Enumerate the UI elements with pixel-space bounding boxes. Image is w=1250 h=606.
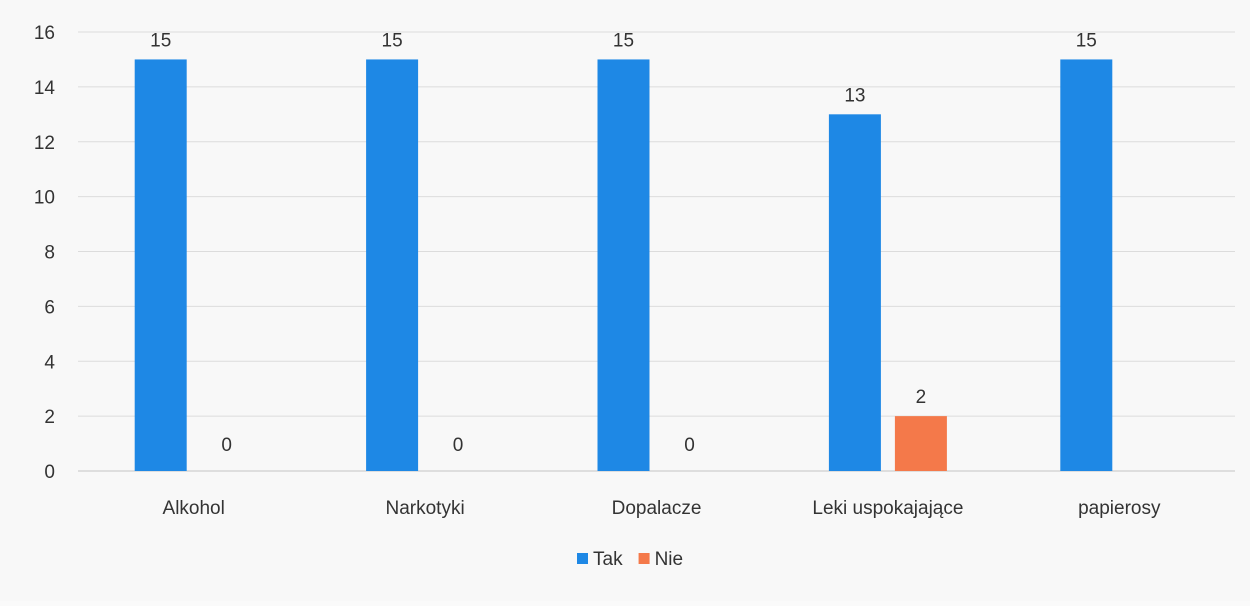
bars [134,59,1113,471]
data-label-tak-3: 13 [844,85,865,106]
bar-tak-4 [1060,59,1113,471]
gridlines [78,31,1235,472]
y-tick-label: 16 [34,23,55,44]
legend-swatch-tak [577,553,588,564]
x-category-label: Dopalacze [612,498,702,519]
data-label-tak-4: 15 [1076,30,1097,51]
x-category-label: Narkotyki [386,498,465,519]
y-tick-label: 10 [34,188,55,209]
data-label-nie-2: 0 [684,435,695,456]
data-label-nie-1: 0 [453,435,464,456]
bar-tak-1 [366,59,419,471]
bar-tak-2 [597,59,650,471]
x-axis-categories: Alkohol Narkotyki Dopalacze Leki uspokajają… [163,498,1161,519]
legend-swatch-nie [638,553,650,564]
data-labels: 15 0 15 0 15 0 13 2 15 [150,30,1097,456]
bar-tak-3 [828,114,881,471]
data-label-tak-1: 15 [382,30,403,51]
y-tick-label: 12 [34,133,55,154]
y-tick-label: 0 [44,462,55,483]
data-label-nie-3: 2 [916,387,927,408]
x-category-label: papierosy [1078,498,1161,519]
bar-tak-0 [134,59,187,471]
legend: Tak Nie [577,549,683,570]
y-tick-label: 6 [44,297,55,318]
y-tick-label: 2 [44,407,55,428]
data-label-nie-0: 0 [221,435,232,456]
y-tick-label: 4 [44,352,55,373]
legend-label-nie: Nie [655,549,684,570]
y-axis-ticks: 0 2 4 6 8 10 12 14 16 [34,23,56,483]
data-label-tak-0: 15 [150,30,171,51]
bar-nie-3 [894,416,947,471]
x-category-label: Alkohol [163,498,225,519]
legend-label-tak: Tak [593,549,623,570]
data-label-tak-2: 15 [613,30,634,51]
y-tick-label: 14 [34,78,56,99]
y-tick-label: 8 [44,243,55,264]
x-category-label: Leki uspokajające [812,498,963,519]
